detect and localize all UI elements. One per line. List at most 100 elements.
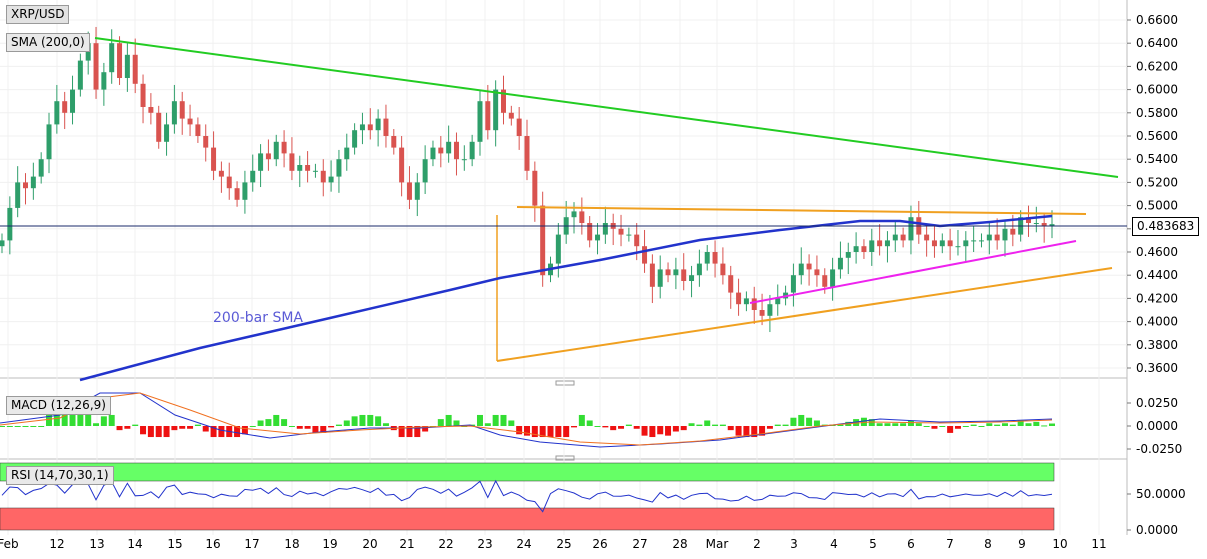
candle-body bbox=[1002, 228, 1008, 241]
macd-histogram-bar bbox=[1017, 420, 1024, 426]
macd-histogram-bar bbox=[735, 426, 742, 436]
macd-histogram-bar bbox=[774, 424, 781, 426]
candle-body bbox=[226, 176, 232, 189]
macd-histogram-bar bbox=[304, 426, 311, 429]
macd-histogram-bar bbox=[594, 426, 601, 427]
candle-body bbox=[500, 89, 506, 113]
macd-histogram-bar bbox=[382, 423, 389, 426]
macd-histogram-bar bbox=[249, 426, 256, 427]
macd-histogram-bar bbox=[1049, 423, 1055, 426]
candle-body bbox=[853, 246, 859, 252]
date-tick-label: 26 bbox=[592, 537, 607, 551]
candle-body bbox=[822, 275, 828, 287]
macd-tick-label: 0.0250 bbox=[1136, 396, 1178, 410]
macd-tick-label: -0.0250 bbox=[1136, 442, 1182, 456]
candle-body bbox=[140, 83, 146, 107]
candle-body bbox=[383, 118, 389, 136]
macd-histogram-bar bbox=[46, 414, 53, 426]
macd-histogram-bar bbox=[265, 419, 272, 426]
macd-histogram-bar bbox=[892, 423, 899, 426]
macd-histogram-bar bbox=[273, 414, 280, 426]
candle-body bbox=[117, 43, 123, 78]
macd-histogram-bar bbox=[672, 426, 679, 432]
macd-histogram-bar bbox=[116, 426, 123, 431]
candle-body bbox=[595, 234, 601, 241]
macd-histogram-bar bbox=[147, 426, 154, 438]
macd-histogram-bar bbox=[665, 426, 672, 436]
macd-histogram-bar bbox=[218, 426, 225, 438]
date-tick-label: 7 bbox=[946, 537, 954, 551]
candle-body bbox=[297, 165, 303, 171]
macd-histogram-bar bbox=[759, 426, 766, 436]
date-tick-label: 8 bbox=[984, 537, 992, 551]
candle-body bbox=[618, 228, 624, 235]
macd-histogram-bar bbox=[85, 414, 92, 426]
date-tick-label: 5 bbox=[869, 537, 877, 551]
macd-histogram-bar bbox=[422, 426, 429, 432]
date-tick-label: 12 bbox=[49, 537, 64, 551]
macd-histogram-bar bbox=[625, 424, 632, 426]
macd-histogram-bar bbox=[406, 426, 413, 438]
macd-histogram-bar bbox=[547, 426, 554, 438]
macd-histogram-bar bbox=[633, 426, 640, 429]
candle-body bbox=[156, 112, 162, 142]
candle-body bbox=[963, 240, 969, 247]
candle-body bbox=[367, 124, 373, 131]
candle-body bbox=[955, 246, 961, 248]
macd-histogram-bar bbox=[907, 420, 914, 426]
macd-histogram-bar bbox=[688, 423, 695, 426]
macd-histogram-bar bbox=[194, 424, 201, 426]
macd-histogram-bar bbox=[257, 420, 264, 426]
sma-annotation: 200-bar SMA bbox=[213, 310, 303, 326]
candle-body bbox=[994, 234, 1000, 241]
macd-histogram-bar bbox=[618, 426, 625, 429]
macd-histogram-bar bbox=[61, 414, 68, 426]
rsi-indicator-label: RSI (14,70,30,1) bbox=[6, 466, 114, 485]
macd-histogram-bar bbox=[281, 419, 288, 426]
candle-body bbox=[446, 141, 452, 154]
candle-body bbox=[626, 234, 632, 236]
macd-histogram-bar bbox=[751, 426, 758, 438]
candle-body bbox=[939, 240, 945, 247]
macd-histogram-bar bbox=[163, 426, 170, 438]
candle-body bbox=[924, 234, 930, 241]
candle-body bbox=[1049, 224, 1055, 227]
candle-body bbox=[696, 263, 702, 276]
date-tick-label: Feb bbox=[0, 537, 19, 551]
candle-body bbox=[508, 112, 514, 119]
price-tick-label: 0.5600 bbox=[1136, 129, 1178, 143]
price-tick-label: 0.5400 bbox=[1136, 152, 1178, 166]
macd-histogram-bar bbox=[539, 426, 546, 438]
candle-body bbox=[931, 240, 937, 247]
macd-histogram-bar bbox=[100, 416, 107, 426]
macd-histogram-bar bbox=[704, 420, 711, 426]
candle-body bbox=[649, 263, 655, 287]
date-tick-label: 28 bbox=[672, 537, 687, 551]
macd-histogram-bar bbox=[1041, 425, 1048, 427]
candle-body bbox=[736, 292, 742, 305]
macd-histogram-bar bbox=[0, 426, 5, 427]
macd-histogram-bar bbox=[586, 420, 593, 426]
last-price-label: 0.483683 bbox=[1132, 217, 1200, 236]
macd-histogram-bar bbox=[367, 414, 374, 426]
price-tick-label: 0.6000 bbox=[1136, 83, 1178, 97]
date-tick-label: 10 bbox=[1052, 537, 1067, 551]
macd-histogram-bar bbox=[375, 416, 382, 426]
candle-body bbox=[642, 246, 648, 264]
candle-body bbox=[77, 60, 83, 90]
candle-body bbox=[352, 130, 358, 148]
candle-body bbox=[54, 101, 60, 125]
candle-body bbox=[579, 211, 585, 223]
price-tick-label: 0.6400 bbox=[1136, 36, 1178, 50]
date-tick-label: 2 bbox=[753, 537, 761, 551]
macd-histogram-bar bbox=[476, 414, 483, 426]
candle-body bbox=[375, 118, 381, 131]
candle-body bbox=[328, 176, 334, 183]
sma-indicator-label: SMA (200,0) bbox=[6, 33, 90, 52]
macd-histogram-bar bbox=[516, 426, 523, 435]
price-tick-label: 0.6200 bbox=[1136, 59, 1178, 73]
macd-histogram-bar bbox=[312, 426, 319, 433]
macd-histogram-bar bbox=[563, 426, 570, 438]
date-tick-label: 21 bbox=[399, 537, 414, 551]
macd-histogram-bar bbox=[986, 423, 993, 426]
